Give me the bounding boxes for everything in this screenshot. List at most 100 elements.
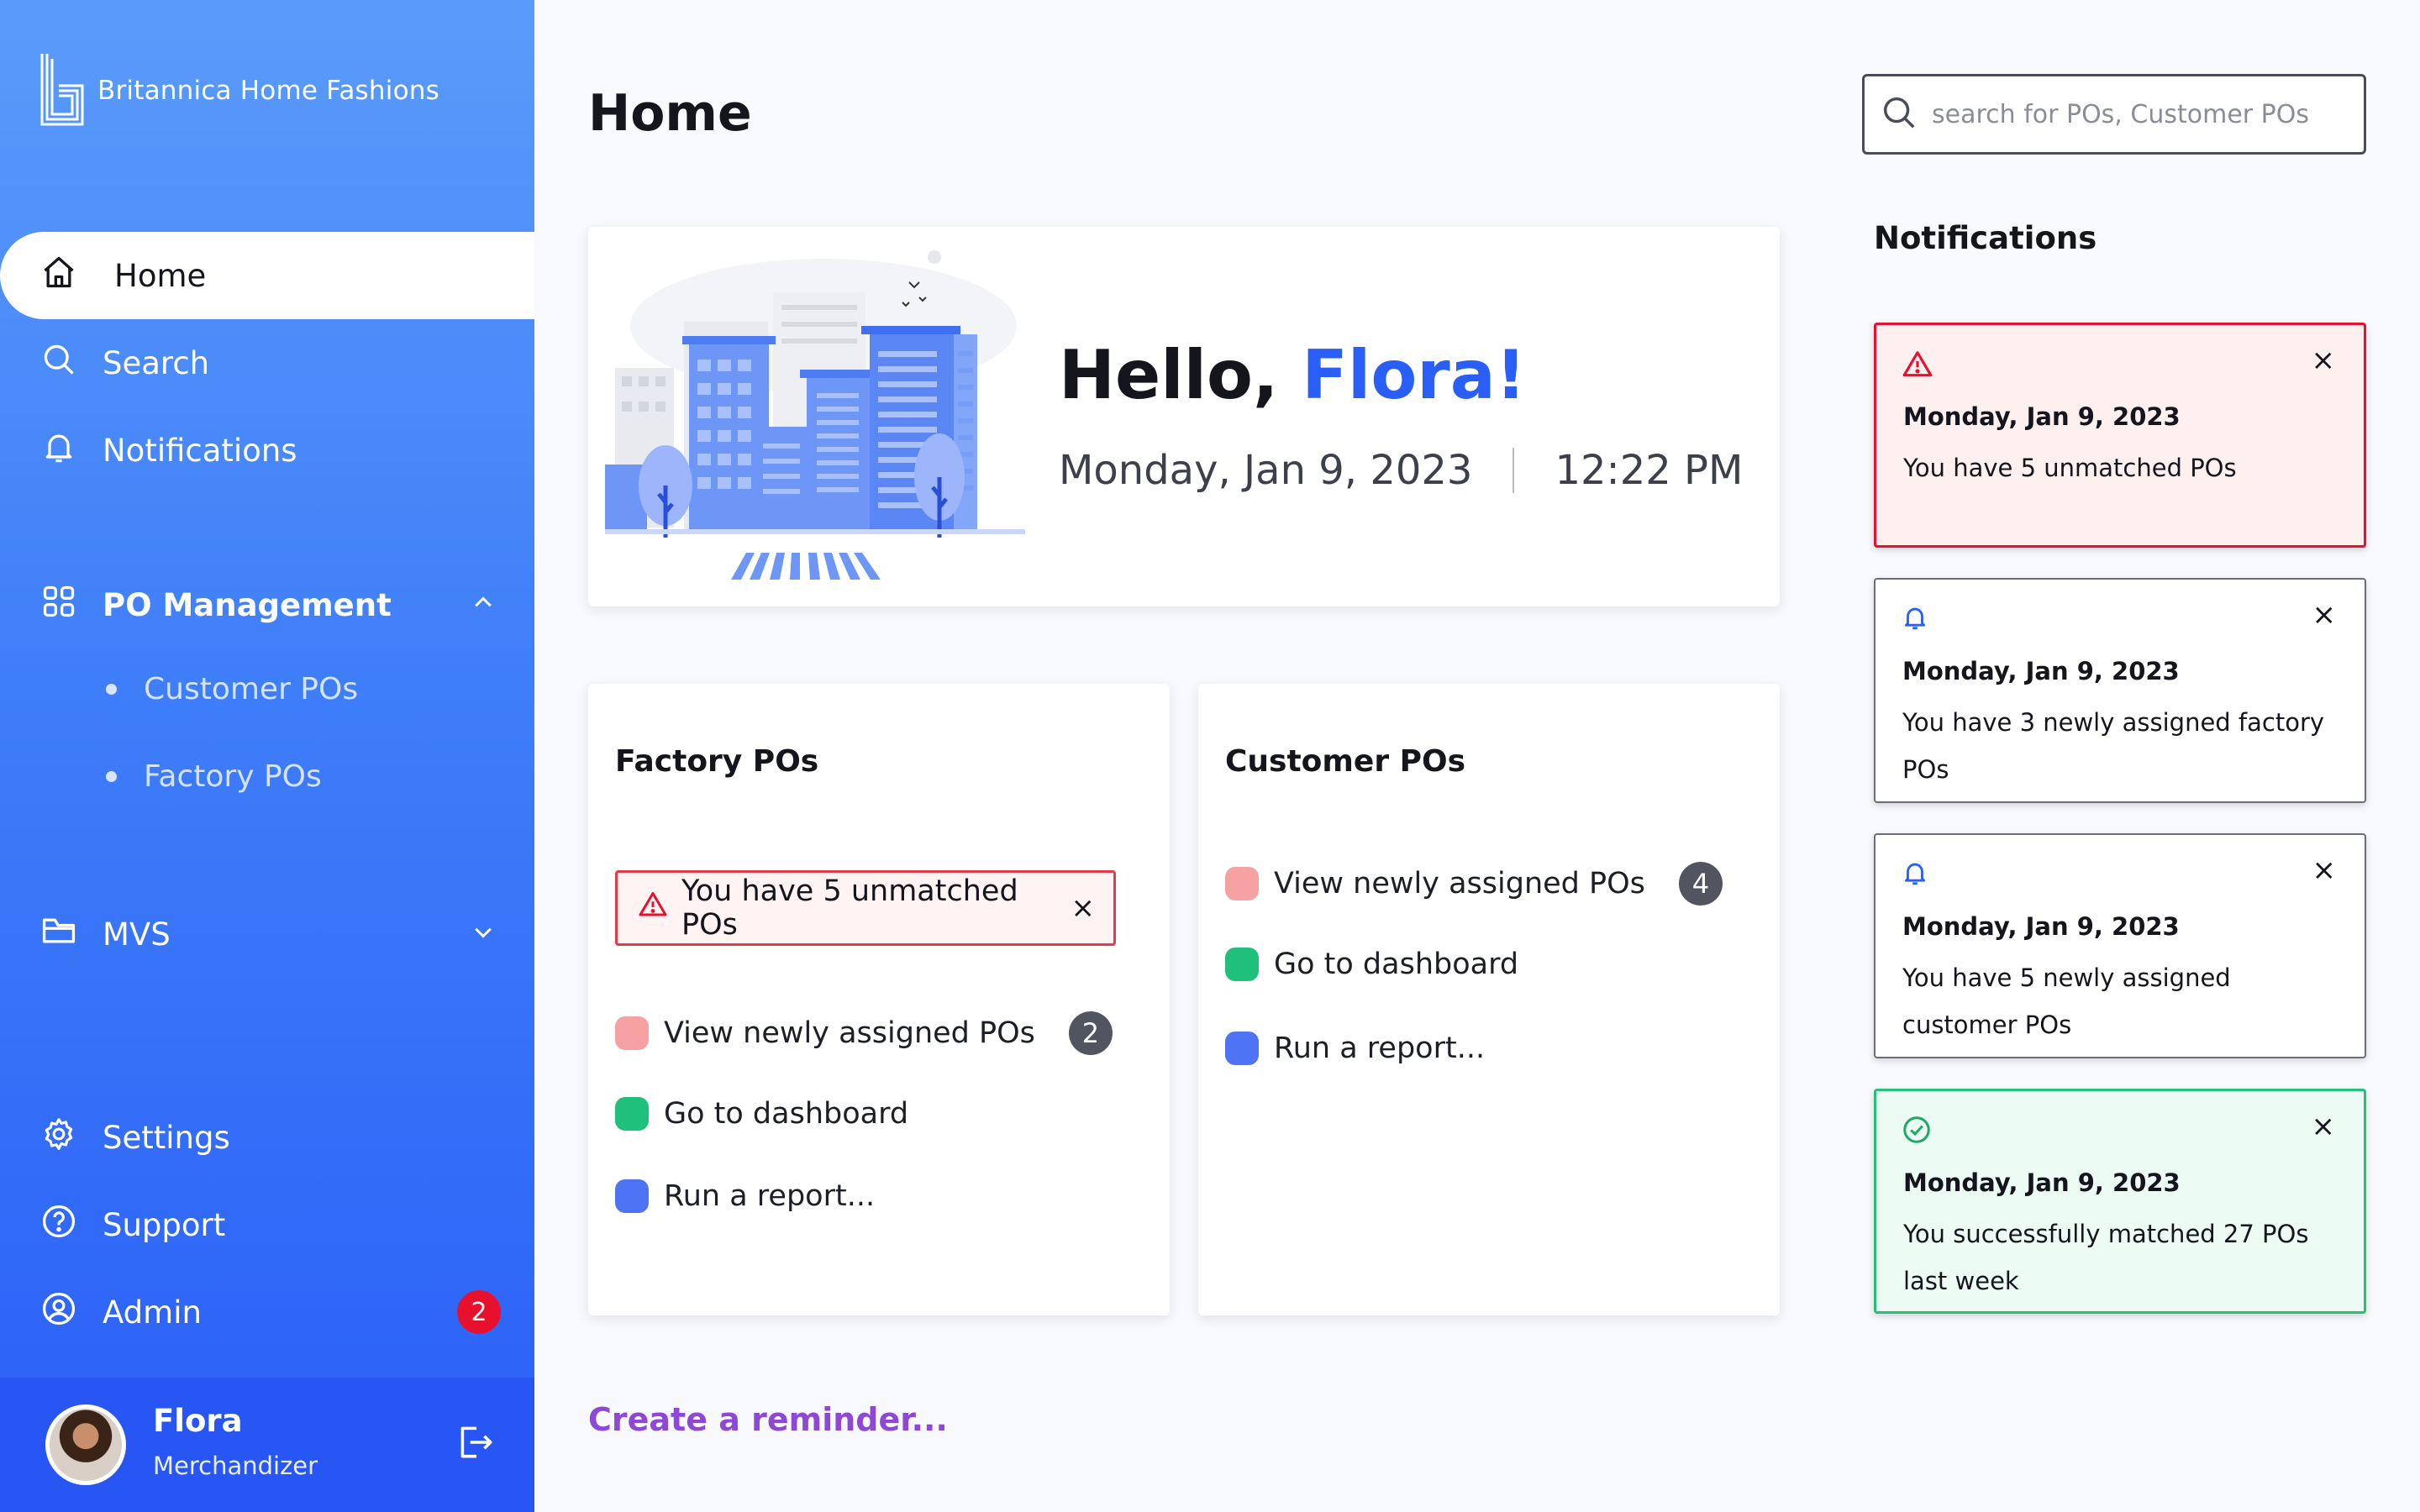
sidebar-item-label: Search xyxy=(103,344,210,381)
notification-text: You have 3 newly assigned factory POs xyxy=(1902,708,2325,784)
notification-date: Monday, Jan 9, 2023 xyxy=(1903,1168,2181,1197)
page-title: Home xyxy=(588,84,752,143)
link-label: View newly assigned POs xyxy=(664,1016,1035,1050)
notification-date: Monday, Jan 9, 2023 xyxy=(1902,912,2180,941)
close-icon[interactable]: × xyxy=(2311,344,2336,377)
close-icon[interactable]: × xyxy=(2312,598,2337,632)
notification-text: You successfully matched 27 POs last wee… xyxy=(1903,1220,2309,1295)
notification-text: You have 5 newly assigned customer POs xyxy=(1902,963,2231,1039)
user-role: Merchandizer xyxy=(153,1452,318,1480)
run-report-link[interactable]: Run a report... xyxy=(1225,1032,1485,1065)
greeting-name: Flora! xyxy=(1302,336,1527,414)
user-profile[interactable]: Flora Merchandizer xyxy=(0,1378,534,1512)
bullet-dot xyxy=(106,771,117,782)
go-to-dashboard-link[interactable]: Go to dashboard xyxy=(615,1097,908,1131)
search-icon xyxy=(40,341,77,386)
sidebar-item-home[interactable]: Home xyxy=(0,232,534,319)
pink-square-icon xyxy=(615,1016,649,1050)
divider xyxy=(1512,448,1515,493)
user-name: Flora xyxy=(153,1403,243,1439)
folder-icon xyxy=(40,912,77,957)
grid-icon xyxy=(40,583,77,627)
link-label: Run a report... xyxy=(664,1179,876,1213)
bell-icon xyxy=(40,428,77,473)
logout-icon[interactable] xyxy=(454,1421,496,1467)
sidebar-item-label: MVS xyxy=(103,916,171,953)
brand[interactable]: Britannica Home Fashions xyxy=(39,52,439,129)
blue-square-icon xyxy=(1225,1032,1259,1065)
customer-pos-card: Customer POs View newly assigned POs 4 G… xyxy=(1198,684,1780,1315)
home-icon xyxy=(40,254,77,298)
link-label: View newly assigned POs xyxy=(1274,867,1645,900)
current-time: 12:22 PM xyxy=(1555,447,1744,494)
notification-card[interactable]: × Monday, Jan 9, 2023 You have 5 unmatch… xyxy=(1874,323,2366,548)
sidebar-item-label: Admin xyxy=(103,1294,202,1331)
factory-pos-card: Factory POs You have 5 unmatched POs × V… xyxy=(588,684,1170,1315)
sidebar-subitem-label: Customer POs xyxy=(144,672,359,706)
sidebar-group-po-management[interactable]: PO Management xyxy=(0,561,534,648)
bullet-dot xyxy=(106,684,117,695)
sidebar-item-support[interactable]: Support xyxy=(0,1181,534,1268)
green-square-icon xyxy=(615,1097,649,1131)
create-reminder-link[interactable]: Create a reminder... xyxy=(588,1401,948,1438)
warning-icon xyxy=(638,890,668,927)
link-label: Go to dashboard xyxy=(664,1097,909,1131)
city-illustration xyxy=(605,234,1025,590)
notification-date: Monday, Jan 9, 2023 xyxy=(1903,402,2181,431)
close-icon[interactable]: × xyxy=(2311,1110,2336,1143)
welcome-card: Hello, Flora! Monday, Jan 9, 2023 12:22 … xyxy=(588,227,1780,606)
help-icon xyxy=(40,1203,77,1247)
current-date: Monday, Jan 9, 2023 xyxy=(1059,447,1473,494)
greeting-text: Hello, xyxy=(1059,336,1302,414)
greeting-heading: Hello, Flora! xyxy=(1059,336,1526,414)
sidebar-item-label: Home xyxy=(114,257,207,294)
search-input[interactable] xyxy=(1932,99,2335,129)
brand-name: Britannica Home Fashions xyxy=(97,76,439,106)
view-new-pos-link[interactable]: View newly assigned POs 2 xyxy=(615,1011,1113,1055)
card-title: Factory POs xyxy=(615,744,819,779)
bell-icon xyxy=(1901,858,1929,890)
sidebar-item-label: Settings xyxy=(103,1119,230,1156)
sidebar-group-mvs[interactable]: MVS xyxy=(0,890,534,978)
search-field[interactable] xyxy=(1862,74,2366,155)
notification-card[interactable]: × Monday, Jan 9, 2023 You have 5 newly a… xyxy=(1874,833,2366,1058)
green-square-icon xyxy=(1225,948,1259,981)
sidebar-item-notifications[interactable]: Notifications xyxy=(0,407,534,494)
chevron-up-icon[interactable] xyxy=(471,587,496,623)
sidebar-item-label: PO Management xyxy=(103,586,392,623)
sidebar-item-settings[interactable]: Settings xyxy=(0,1094,534,1181)
unmatched-pos-alert[interactable]: You have 5 unmatched POs × xyxy=(615,870,1116,946)
count-badge: 4 xyxy=(1678,862,1723,906)
count-badge: 2 xyxy=(1068,1011,1113,1055)
run-report-link[interactable]: Run a report... xyxy=(615,1179,875,1213)
bell-icon xyxy=(1901,603,1929,635)
close-icon[interactable]: × xyxy=(1071,891,1096,925)
admin-count-badge: 2 xyxy=(457,1290,501,1334)
blue-square-icon xyxy=(615,1179,649,1213)
avatar[interactable] xyxy=(45,1404,126,1485)
check-circle-icon xyxy=(1902,1115,1932,1148)
sidebar-subitem-customer-pos[interactable]: Customer POs xyxy=(106,672,358,706)
chevron-down-icon[interactable] xyxy=(471,916,496,953)
warning-icon xyxy=(1902,349,1933,384)
sidebar-item-search[interactable]: Search xyxy=(0,319,534,407)
notification-card[interactable]: × Monday, Jan 9, 2023 You successfully m… xyxy=(1874,1089,2366,1314)
sidebar-item-admin[interactable]: Admin 2 xyxy=(0,1268,534,1356)
notification-card[interactable]: × Monday, Jan 9, 2023 You have 3 newly a… xyxy=(1874,578,2366,803)
notifications-heading: Notifications xyxy=(1874,220,2097,256)
search-icon xyxy=(1880,93,1918,135)
go-to-dashboard-link[interactable]: Go to dashboard xyxy=(1225,948,1518,981)
close-icon[interactable]: × xyxy=(2312,853,2337,887)
alert-text: You have 5 unmatched POs xyxy=(681,874,1018,942)
brand-logo-icon xyxy=(39,52,86,129)
sidebar: Britannica Home Fashions Home Search Not… xyxy=(0,0,534,1512)
notification-text: You have 5 unmatched POs xyxy=(1903,454,2237,482)
sidebar-subitem-label: Factory POs xyxy=(144,759,322,794)
view-new-pos-link[interactable]: View newly assigned POs 4 xyxy=(1225,862,1723,906)
notification-date: Monday, Jan 9, 2023 xyxy=(1902,657,2180,685)
link-label: Run a report... xyxy=(1274,1032,1486,1065)
gear-icon xyxy=(40,1116,77,1160)
user-circle-icon xyxy=(40,1290,77,1335)
sidebar-item-label: Notifications xyxy=(103,432,297,469)
sidebar-subitem-factory-pos[interactable]: Factory POs xyxy=(106,759,322,794)
